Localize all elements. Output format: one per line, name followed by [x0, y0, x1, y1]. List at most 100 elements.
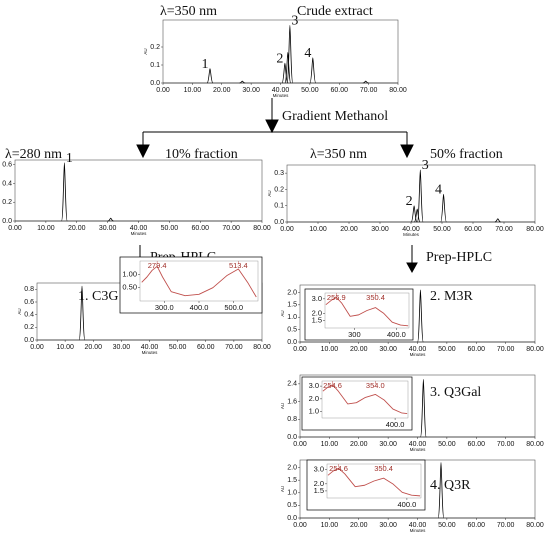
x-axis-label: Minutes [131, 231, 148, 236]
x-tick-label: 10.00 [184, 87, 202, 94]
x-tick-label: 20.00 [68, 225, 86, 232]
peak [440, 193, 447, 223]
x-tick-label: 0.00 [293, 346, 307, 353]
x-tick-label: 80.00 [526, 346, 544, 353]
peak-label: 2 [406, 194, 413, 209]
y-tick-label: 1.5 [287, 477, 297, 484]
y-tick-label: 0.0 [274, 219, 284, 226]
compound-label: 3. Q3Gal [430, 385, 481, 400]
arrow-head [265, 119, 279, 134]
y-tick-label: 2.0 [287, 464, 297, 471]
spectrum-peak-label: 350.4 [374, 464, 393, 473]
peak [437, 462, 445, 519]
x-tick-label: 50.00 [438, 346, 456, 353]
x-tick-label: 30.00 [379, 346, 397, 353]
x-tick-label: 50.00 [301, 87, 319, 94]
inset-y-tick-label: 2.0 [309, 394, 319, 403]
y-tick-label: 0.4 [2, 180, 12, 187]
y-tick-label: 0.0 [2, 218, 12, 225]
x-tick-label: 20.00 [84, 344, 102, 351]
y-axis-label: AU [280, 310, 285, 316]
x-axis-label: Minutes [142, 350, 159, 355]
y-tick-label: 0.0 [24, 337, 34, 344]
x-tick-label: 60.00 [191, 225, 209, 232]
inset-x-tick-label: 400.0 [398, 500, 417, 509]
peak [107, 217, 114, 222]
inset-x-tick-label: 500.0 [224, 303, 243, 312]
x-tick-label: 10.00 [37, 225, 55, 232]
y-tick-label: 1.0 [287, 314, 297, 321]
y-tick-label: 0.8 [287, 416, 297, 423]
y-tick-label: 0.2 [150, 44, 160, 51]
x-tick-label: 10.00 [56, 344, 74, 351]
inset-plot [326, 463, 422, 499]
x-tick-label: 40.00 [409, 441, 427, 448]
x-tick-label: 30.00 [379, 522, 397, 529]
arrow-head [406, 262, 418, 274]
x-tick-label: 20.00 [350, 346, 368, 353]
peak [281, 62, 289, 84]
y-tick-label: 0.2 [2, 199, 12, 206]
x-tick-label: 60.00 [467, 441, 485, 448]
y-tick-label: 0.5 [287, 502, 297, 509]
y-tick-label: 1.6 [287, 398, 297, 405]
peak [362, 80, 369, 84]
spectrum-peak-label: 254.6 [323, 381, 342, 390]
x-tick-label: 20.00 [350, 522, 368, 529]
x-tick-label: 80.00 [253, 344, 271, 351]
y-tick-label: 0.0 [287, 515, 297, 522]
x-tick-label: 30.00 [379, 441, 397, 448]
y-axis-label: AU [17, 308, 22, 314]
x-tick-label: 0.00 [156, 87, 170, 94]
inset-y-tick-label: 0.50 [122, 283, 137, 292]
peak [413, 208, 421, 223]
x-tick-label: 70.00 [495, 226, 513, 233]
x-tick-label: 40.00 [409, 346, 427, 353]
x-tick-label: 50.00 [438, 441, 456, 448]
x-tick-label: 40.00 [272, 87, 290, 94]
peak [420, 379, 427, 438]
peak-label: 3 [291, 14, 298, 29]
panel-title: 10% fraction [165, 147, 238, 162]
x-tick-label: 30.00 [113, 344, 131, 351]
inset-y-tick-label: 3.0 [314, 465, 324, 474]
inset-x-tick-label: 400.0 [190, 303, 209, 312]
x-tick-label: 10.00 [321, 346, 339, 353]
peak [286, 24, 294, 84]
inset-x-tick-label: 400.0 [387, 330, 406, 339]
y-tick-label: 0.3 [274, 170, 284, 177]
x-tick-label: 20.00 [213, 87, 231, 94]
peak-label: 4 [304, 46, 311, 61]
inset-y-tick-label: 3.0 [312, 294, 322, 303]
x-tick-label: 30.00 [371, 226, 389, 233]
x-tick-label: 50.00 [161, 225, 179, 232]
inset-x-tick-label: 300.0 [155, 303, 174, 312]
x-tick-label: 50.00 [433, 226, 451, 233]
x-tick-label: 70.00 [225, 344, 243, 351]
x-tick-label: 10.00 [309, 226, 327, 233]
x-tick-label: 80.00 [526, 226, 544, 233]
inset-y-tick-label: 3.0 [309, 381, 319, 390]
x-axis-label: Minutes [410, 528, 427, 533]
x-tick-label: 50.00 [169, 344, 187, 351]
y-tick-label: 0.8 [24, 286, 34, 293]
spectrum [141, 265, 257, 298]
inset-y-tick-label: 2.0 [312, 308, 322, 317]
peak [61, 162, 68, 222]
y-tick-label: 0.6 [24, 299, 34, 306]
inset-y-tick-label: 1.0 [309, 407, 319, 416]
y-tick-label: 1.0 [287, 490, 297, 497]
x-tick-label: 10.00 [321, 522, 339, 529]
peak [309, 57, 317, 84]
y-tick-label: 0.0 [287, 434, 297, 441]
x-tick-label: 60.00 [330, 87, 348, 94]
x-tick-label: 40.00 [141, 344, 159, 351]
y-tick-label: 0.2 [274, 186, 284, 193]
peak-label: 4 [435, 183, 442, 198]
y-tick-label: 0.2 [24, 324, 34, 331]
y-tick-label: 0.6 [2, 162, 12, 169]
x-tick-label: 40.00 [409, 522, 427, 529]
peak-label: 1 [66, 151, 73, 166]
x-tick-label: 40.00 [402, 226, 420, 233]
